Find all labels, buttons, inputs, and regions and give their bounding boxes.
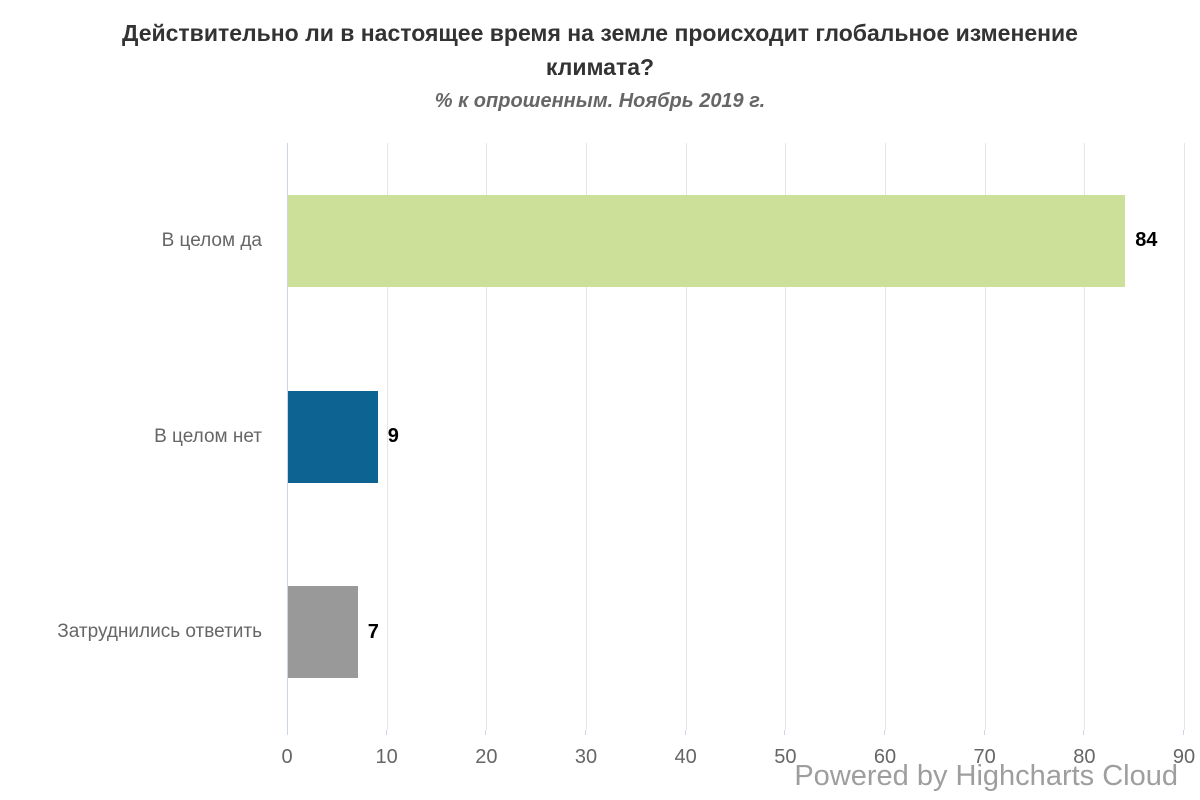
gridline: [585, 143, 587, 730]
tick-mark: [684, 730, 686, 735]
axis-tick-label: 10: [375, 746, 398, 768]
tick-mark: [784, 730, 786, 735]
gridline: [1084, 143, 1086, 730]
bar-row: 84: [288, 143, 1185, 339]
bar-row: 7: [288, 534, 1185, 730]
bar-row: 9: [288, 339, 1185, 535]
category-axis: В целом да В целом нет Затруднились отве…: [0, 143, 262, 730]
chart-subtitle: % к опрошенным. Ноябрь 2019 г.: [434, 90, 766, 112]
bar[interactable]: [288, 390, 378, 483]
bar[interactable]: [288, 586, 358, 679]
tick-mark: [584, 730, 586, 735]
tick-mark: [884, 730, 885, 735]
gridline: [885, 143, 886, 730]
gridline: [984, 143, 986, 730]
chart-title: Действительно ли в настоящее время на зе…: [0, 16, 1200, 84]
tick-mark: [1083, 730, 1085, 735]
gridline: [386, 143, 388, 730]
category-label: В целом да: [161, 229, 262, 251]
axis-tick-label: 60: [873, 746, 897, 768]
axis-tick-label: 20: [475, 746, 498, 768]
axis-tick-marks: [287, 730, 1184, 736]
tick-mark: [983, 730, 985, 735]
tick-mark: [287, 730, 288, 735]
chart-title-text: Действительно ли в настоящее время на зе…: [122, 20, 1078, 80]
bar[interactable]: [288, 194, 1126, 287]
data-label: 9: [387, 425, 399, 447]
axis-tick-label: 30: [574, 746, 598, 768]
axis-tick-label: 50: [774, 746, 797, 768]
axis-tick-label: 80: [1073, 746, 1096, 768]
data-label: 7: [367, 620, 379, 643]
tick-mark: [485, 730, 487, 735]
plot-area: 84 9 7: [287, 143, 1185, 730]
gridline: [1184, 143, 1185, 730]
tick-mark: [385, 730, 387, 735]
bar-rows: 84 9 7: [288, 143, 1185, 730]
highcharts-credits-link[interactable]: Powered by Highcharts Cloud: [794, 760, 1178, 792]
gridline: [685, 143, 687, 730]
axis-tick-label: 70: [973, 746, 996, 768]
category-label: Затруднились ответить: [57, 621, 262, 643]
axis-tick-label: 90: [1172, 746, 1196, 768]
data-label: 84: [1135, 229, 1158, 252]
gridline: [785, 143, 787, 730]
axis-tick-label: 40: [674, 746, 697, 768]
gridline: [486, 143, 488, 730]
axis-tick-label: 0: [281, 746, 293, 768]
value-axis-labels: 0 10 20 30 40 50 60 70 80 90: [281, 746, 1195, 772]
tick-mark: [1183, 730, 1184, 735]
category-label: В целом нет: [154, 425, 262, 447]
